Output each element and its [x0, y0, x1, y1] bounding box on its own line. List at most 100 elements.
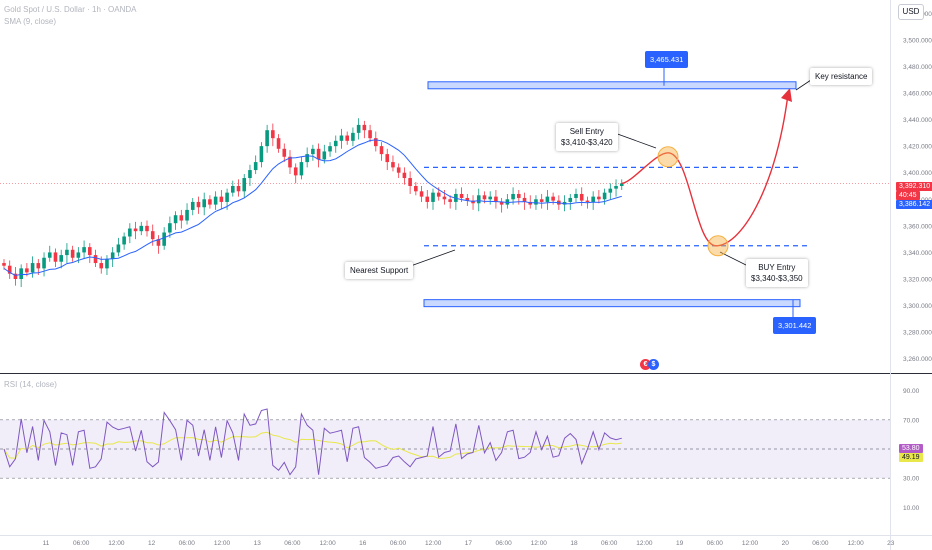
time-tick: 23 — [887, 540, 895, 547]
candle-body — [414, 186, 418, 192]
candle-body — [65, 249, 69, 256]
time-tick: 18 — [570, 540, 578, 547]
candle-body — [305, 154, 309, 163]
candle-body — [190, 201, 195, 210]
buy-entry-circle — [707, 235, 729, 257]
candle-body — [476, 195, 481, 204]
event-icon[interactable]: € — [640, 359, 651, 370]
candle-body — [282, 148, 287, 157]
rsi-ma-tag: 49.19 — [899, 453, 923, 462]
candle-body — [374, 138, 378, 147]
rsi-panel — [0, 408, 890, 479]
bottom-level-label[interactable]: 3,301.442 — [773, 317, 817, 334]
candle-body — [619, 183, 624, 186]
candle-body — [494, 196, 498, 202]
candle-body — [185, 209, 189, 221]
candle-body — [259, 146, 264, 163]
price-tick: 3,480.000 — [903, 64, 932, 71]
time-tick: 12:00 — [636, 540, 653, 547]
countdown-tag: 40:45 — [896, 191, 920, 200]
candle-body — [551, 196, 555, 201]
candle-body — [425, 196, 430, 202]
candle-body — [225, 192, 229, 202]
candle-body — [505, 199, 510, 205]
candle-body — [362, 124, 367, 131]
flag-icon[interactable]: $ — [648, 359, 659, 370]
sma-line — [3, 139, 622, 277]
candle-body — [488, 196, 492, 200]
candle-body — [597, 196, 601, 200]
support-zone — [423, 299, 801, 308]
candle-body — [7, 265, 12, 274]
candle-body — [442, 196, 447, 200]
time-tick: 06:00 — [812, 540, 829, 547]
candle-body — [202, 199, 206, 208]
candle-body — [133, 228, 138, 232]
candle-body — [574, 193, 578, 198]
candle-body — [128, 228, 132, 237]
candle-body — [293, 167, 298, 176]
sell-entry-label[interactable]: Sell Entry $3,410-$3,420 — [556, 123, 618, 151]
time-tick: 06:00 — [601, 540, 618, 547]
symbol-title[interactable]: Gold Spot / U.S. Dollar · 1h · OANDA — [4, 5, 137, 14]
time-tick: 12:00 — [531, 540, 548, 547]
time-tick: 17 — [465, 540, 473, 547]
candle-body — [391, 162, 395, 168]
candle-body — [173, 215, 178, 224]
rsi-tick: 70.00 — [903, 417, 920, 424]
time-tick: 12:00 — [319, 540, 336, 547]
zone-layer — [0, 62, 890, 318]
candle-body — [288, 156, 292, 168]
resistance-zone — [427, 81, 797, 90]
candle-body — [356, 124, 361, 133]
time-tick: 19 — [676, 540, 684, 547]
candle-body — [179, 215, 184, 221]
candle-body — [539, 199, 544, 202]
candle-body — [345, 135, 349, 141]
nearest-support-label[interactable]: Nearest Support — [345, 262, 414, 279]
candle-body — [253, 162, 258, 171]
currency-button[interactable]: USD — [898, 4, 924, 20]
price-tick: 3,360.000 — [903, 223, 932, 230]
candle-body — [276, 138, 281, 149]
candle-body — [608, 188, 613, 193]
candle-body — [196, 201, 201, 208]
candle-body — [436, 192, 441, 197]
candle-body — [333, 140, 338, 147]
candle-body — [36, 263, 41, 269]
candle-body — [162, 232, 166, 246]
sma-legend[interactable]: SMA (9, close) — [4, 17, 57, 26]
candle-body — [82, 247, 86, 253]
candle-body — [42, 257, 46, 269]
price-tick: 3,320.000 — [903, 277, 932, 284]
top-level-label[interactable]: 3,465.431 — [645, 51, 689, 68]
candle-body — [517, 193, 521, 198]
candle-body — [116, 244, 121, 253]
candle-body — [568, 197, 573, 202]
projection-layer — [621, 88, 792, 257]
buy-entry-label[interactable]: BUY Entry $3,340-$3,350 — [746, 259, 808, 287]
candle-body — [511, 193, 515, 200]
event-flags[interactable]: € $ — [640, 359, 660, 371]
candle-body — [88, 247, 92, 256]
time-tick: 06:00 — [390, 540, 407, 547]
candle-body — [13, 273, 18, 279]
candle-body — [311, 148, 315, 155]
candle-body — [545, 196, 550, 202]
price-tick: 3,280.000 — [903, 330, 932, 337]
key-resistance-label[interactable]: Key resistance — [810, 68, 873, 85]
candle-body — [271, 130, 275, 139]
rsi-legend[interactable]: RSI (14, close) — [4, 380, 57, 389]
candle-body — [150, 231, 155, 240]
rsi-tick: 10.00 — [903, 505, 920, 512]
candle-body — [328, 146, 332, 152]
rsi-tick: 90.00 — [903, 388, 920, 395]
candle-body — [105, 259, 109, 269]
candle-body — [322, 151, 327, 160]
candle-body — [408, 178, 412, 186]
time-tick: 16 — [359, 540, 367, 547]
candle-body — [591, 196, 595, 202]
candle-body — [219, 196, 224, 202]
candle-body — [534, 199, 538, 205]
candle-body — [99, 263, 104, 269]
